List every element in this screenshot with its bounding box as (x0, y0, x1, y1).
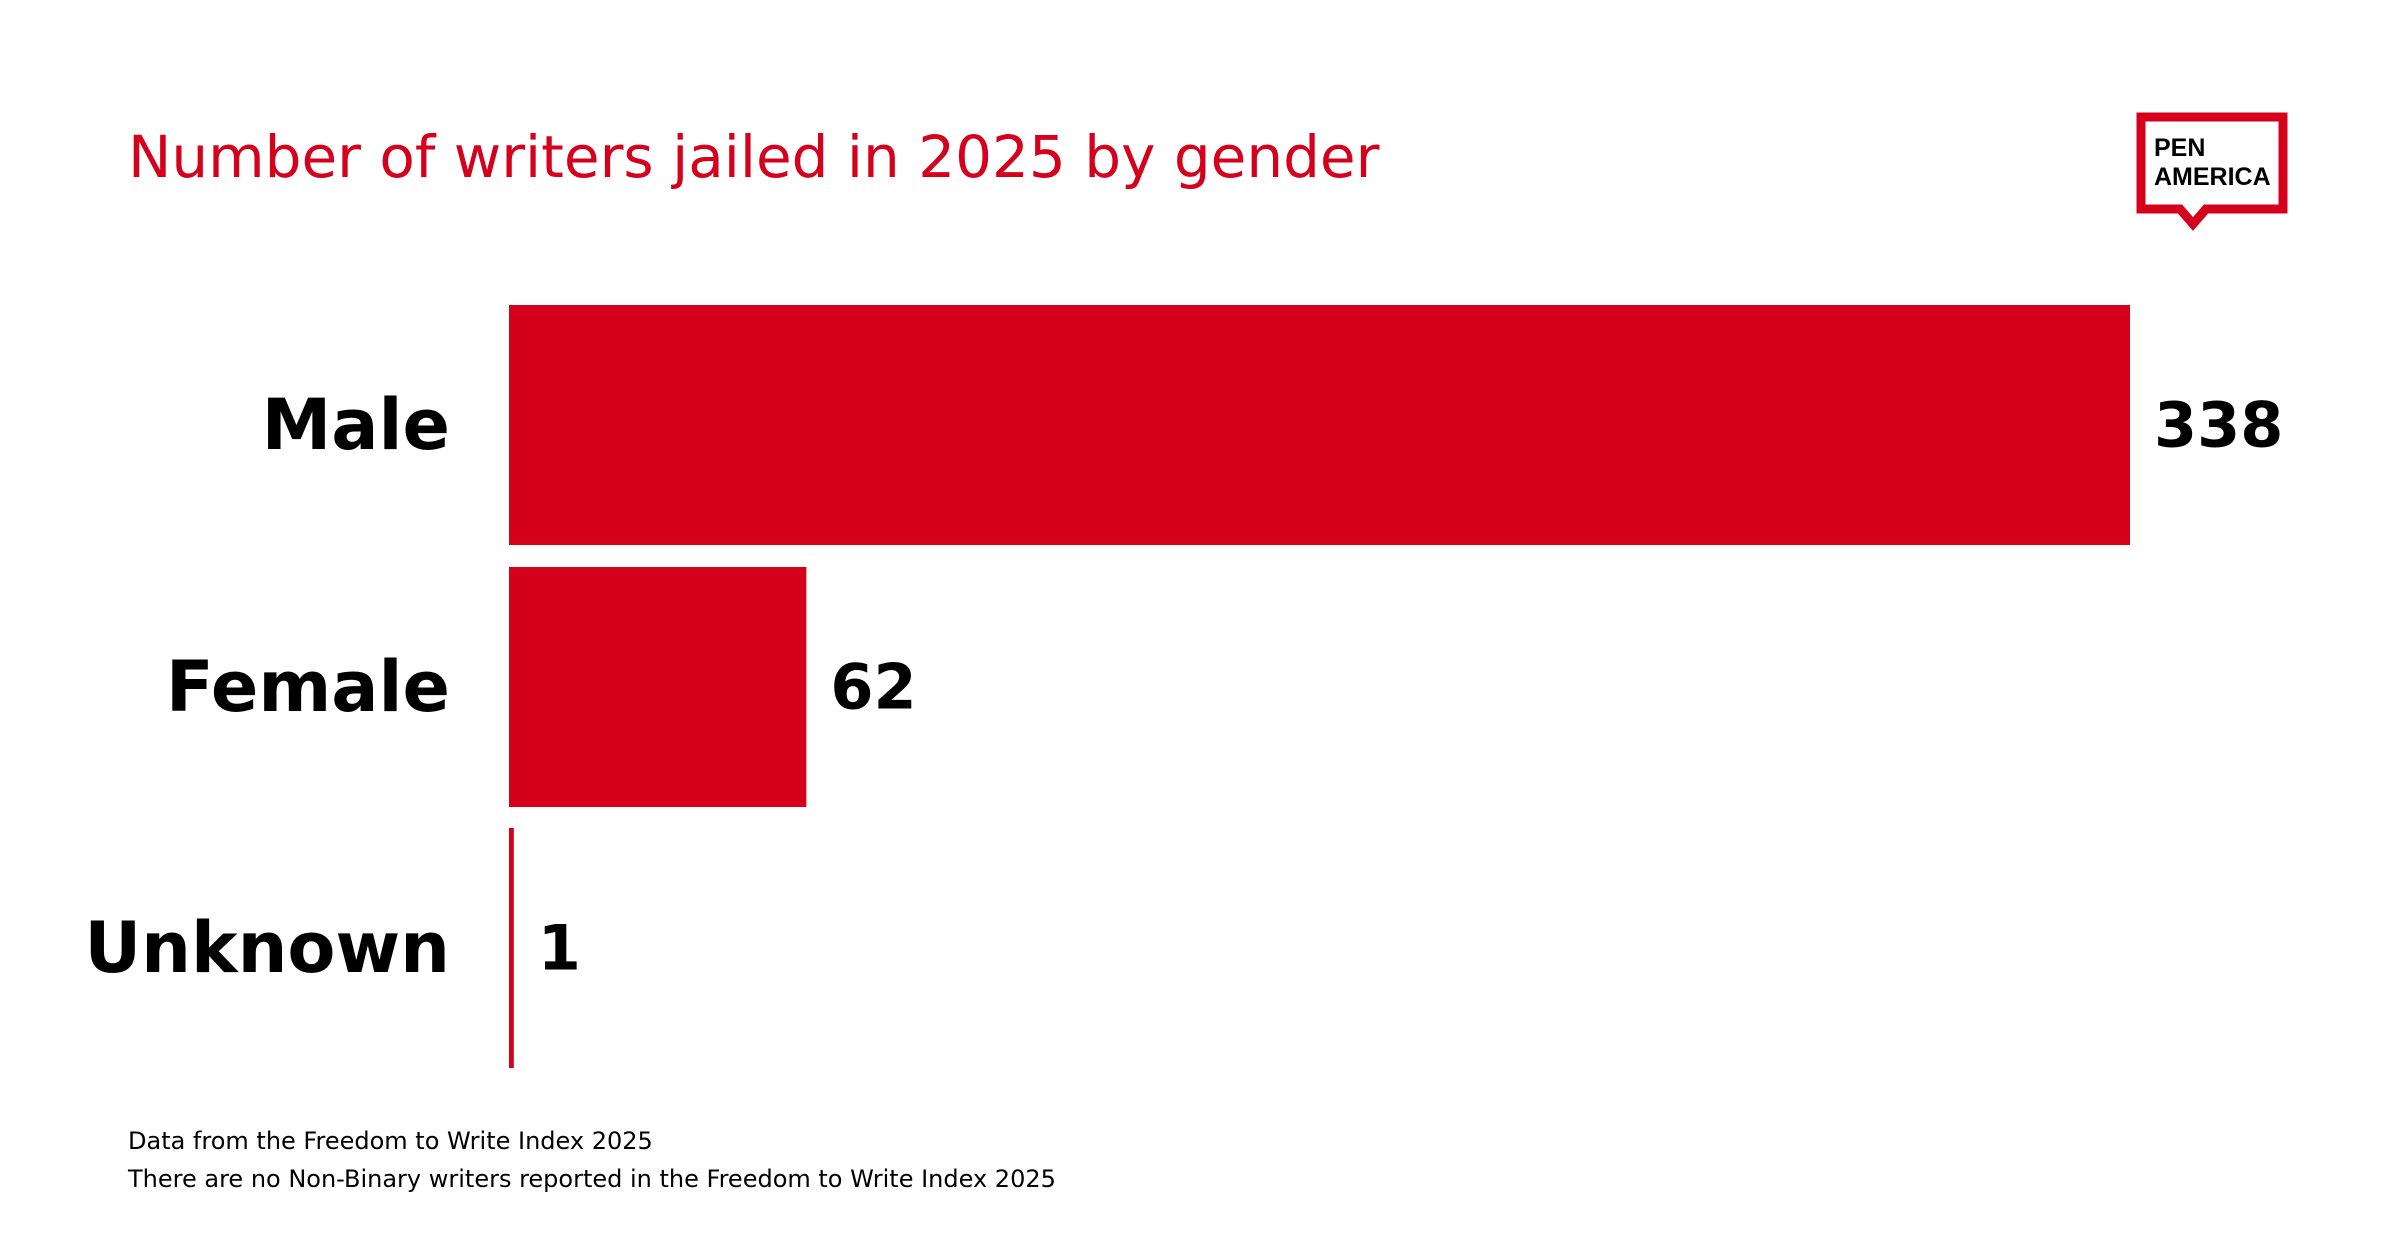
logo-line-2: AMERICA (2154, 163, 2271, 191)
category-label-unknown: Unknown (84, 907, 450, 989)
pen-america-logo: PEN AMERICA (2136, 112, 2288, 231)
source-note: Data from the Freedom to Write Index 202… (128, 1127, 653, 1155)
bar-unknown (509, 828, 514, 1068)
value-label-unknown: 1 (538, 912, 581, 985)
chart-notes: Data from the Freedom to Write Index 202… (128, 1122, 1056, 1198)
value-label-female: 62 (830, 651, 916, 724)
bar-female (509, 567, 807, 807)
value-label-male: 338 (2154, 389, 2283, 462)
logo-speech-bubble-icon (2136, 112, 2288, 231)
bar-male (509, 305, 2130, 545)
category-label-male: Male (262, 384, 450, 466)
category-label-female: Female (166, 646, 450, 728)
bar-chart: Male 338 Female 62 Unknown 1 (84, 305, 2283, 1068)
logo-line-1: PEN (2154, 134, 2205, 162)
chart-title: Number of writers jailed in 2025 by gend… (128, 123, 1380, 191)
non-binary-note: There are no Non-Binary writers reported… (128, 1165, 1056, 1193)
